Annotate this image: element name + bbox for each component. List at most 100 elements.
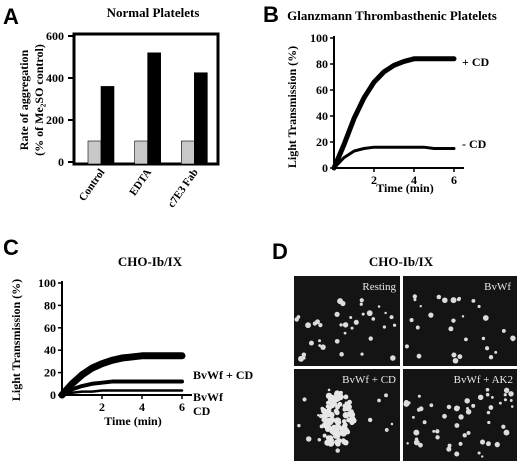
chart-a-bar-1-2: [194, 72, 208, 165]
micrograph-cell-49: [442, 297, 448, 304]
micrograph-cell-71: [384, 428, 389, 432]
micrograph-cell-221: [485, 387, 490, 392]
micrograph-cell-42: [428, 312, 434, 318]
chart-c-series-label-2: CD: [193, 404, 211, 418]
micrograph-cell-207: [417, 394, 421, 398]
chart-b-series-line-0: [331, 56, 457, 171]
micrograph-cell-154: [341, 419, 347, 424]
chart-b-xtick-label-1: 4: [411, 173, 417, 187]
chart-a-ytick-label-3: 600: [46, 29, 64, 43]
micrograph-cell-13: [371, 317, 376, 321]
micrograph-cell-226: [477, 394, 484, 401]
micrograph-cell-120: [342, 422, 348, 428]
chart-a-category-label-1: EDTA: [127, 167, 154, 198]
micrograph-cell-246: [407, 401, 411, 405]
micrograph-cell-187: [330, 418, 335, 423]
micrograph-cell-206: [486, 410, 491, 415]
micrograph-cell-99: [342, 404, 347, 408]
micrograph-cell-181: [336, 424, 342, 429]
micrograph-cell-0: [343, 331, 347, 335]
micrograph-cell-233: [422, 420, 427, 425]
chart-c-ytick-label-0: 0: [50, 388, 56, 402]
chart-a-bar-0-0: [87, 140, 102, 165]
micrograph-cell-143: [324, 425, 332, 432]
chart-c-xtick-label-0: 2: [99, 400, 105, 414]
micrograph-cell-227: [458, 441, 463, 446]
micrograph-cell-217: [486, 441, 491, 447]
micrograph-cell-34: [384, 311, 387, 315]
micrograph-cell-214: [466, 430, 471, 435]
chart-a-ylabel-line2: (% of Me₂SO control): [32, 44, 46, 156]
micrograph-bvwf: [403, 276, 517, 366]
chart-b-ytick-label-2: 40: [316, 109, 328, 123]
micrograph-cell-84: [347, 399, 352, 405]
chart-a-ylabel-line1: Rate of aggregation: [17, 49, 31, 150]
micrograph-cell-190: [325, 435, 332, 441]
micrograph-cell-55: [457, 354, 463, 360]
micrograph-cell-37: [377, 305, 381, 308]
micrograph-cell-52: [451, 318, 456, 323]
micrograph-label-bvwf-ak2: BvWf + AK2: [454, 374, 513, 386]
micrograph-cell-192: [446, 446, 452, 452]
micrograph-cell-22: [339, 323, 343, 327]
chart-c-series-line-2: [60, 389, 184, 397]
micrograph-cell-220: [477, 451, 481, 455]
micrograph-cell-28: [315, 319, 320, 325]
micrograph-cell-225: [480, 439, 486, 445]
chart-b-xtick-label-0: 2: [371, 173, 377, 187]
micrograph-cell-50: [413, 298, 417, 302]
micrograph-cell-67: [461, 315, 465, 318]
micrograph-cell-241: [457, 406, 460, 409]
micrograph-cell-164: [350, 412, 355, 417]
chart-c-series-line-0: [58, 352, 186, 399]
micrograph-cell-156: [336, 438, 342, 444]
micrograph-cell-25: [390, 355, 396, 361]
micrograph-cell-41: [456, 297, 461, 302]
chart-a-ytick-label-2: 400: [46, 71, 64, 85]
micrograph-cell-74: [302, 397, 307, 402]
chart-a-category-label-0: Control: [77, 167, 108, 204]
panel-letter-b: B: [263, 2, 279, 27]
micrograph-cell-210: [442, 413, 447, 419]
chart-b-series-line-1: [332, 145, 456, 170]
micrograph-cell-244: [429, 403, 434, 408]
chart-b-ytick-label-1: 20: [316, 135, 328, 149]
micrograph-cell-1: [318, 323, 323, 328]
micrograph-cell-191: [334, 390, 341, 397]
chart-c-ytick-label-5: 100: [38, 276, 56, 290]
panel-d-micrographs: CHO-Ib/IX Resting BvWf BvWf + CD BvWf + …: [293, 254, 518, 462]
chart-b-title: Glanzmann Thrombasthenic Platelets: [287, 8, 497, 23]
chart-a-bar-1-0: [100, 86, 115, 165]
micrograph-cell-245: [432, 429, 436, 433]
micrograph-cell-8: [305, 322, 311, 329]
chart-a-bar-0-1: [134, 140, 148, 165]
micrograph-cell-30: [294, 317, 299, 322]
panel-letter-c: C: [3, 235, 19, 260]
micrograph-cell-61: [464, 337, 468, 342]
micrograph-cell-73: [335, 448, 340, 453]
micrograph-cell-186: [345, 406, 350, 412]
micrograph-cell-14: [302, 356, 306, 360]
micrograph-cell-57: [448, 326, 454, 332]
micrograph-cell-17: [359, 302, 363, 306]
micrograph-cell-198: [490, 395, 494, 399]
micrograph-cell-56: [452, 357, 459, 364]
micrograph-cell-76: [327, 388, 331, 392]
micrograph-cell-65: [511, 338, 515, 342]
chart-a-bar-1-1: [147, 52, 161, 165]
micrograph-cell-235: [503, 387, 510, 394]
micrograph-cell-205: [501, 424, 506, 429]
chart-c-ylabel: Light Transmission (%): [9, 279, 23, 401]
chart-b-ytick-label-5: 100: [310, 31, 328, 45]
micrograph-cell-68: [390, 422, 394, 426]
chart-a-ytick-label-1: 200: [46, 113, 64, 127]
micrograph-cell-80: [305, 436, 312, 442]
micrograph-cell-188: [325, 400, 331, 405]
micrograph-cell-66: [477, 304, 481, 309]
micrograph-cell-180: [331, 424, 337, 431]
micrograph-cell-21: [342, 322, 349, 328]
micrograph-cell-44: [471, 298, 476, 303]
micrograph-cell-127: [329, 402, 336, 409]
micrograph-cell-223: [466, 406, 469, 410]
